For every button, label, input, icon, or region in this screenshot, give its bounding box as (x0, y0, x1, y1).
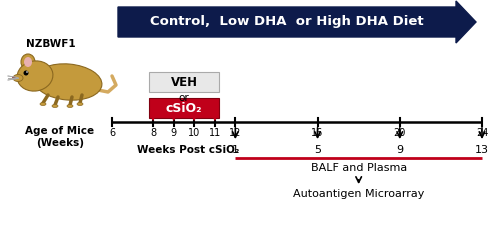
FancyArrow shape (118, 1, 476, 43)
Ellipse shape (17, 61, 53, 91)
Text: Control,  Low DHA  or High DHA Diet: Control, Low DHA or High DHA Diet (150, 16, 424, 29)
Text: 24: 24 (476, 128, 488, 138)
Circle shape (24, 71, 28, 76)
Text: 9: 9 (170, 128, 176, 138)
Text: 9: 9 (396, 145, 404, 155)
Ellipse shape (13, 74, 23, 82)
Text: 13: 13 (475, 145, 489, 155)
Text: BALF and Plasma: BALF and Plasma (310, 163, 407, 173)
Text: cSiO₂: cSiO₂ (166, 102, 202, 114)
Ellipse shape (52, 104, 58, 108)
Bar (149, 98, 219, 118)
Text: 8: 8 (150, 128, 156, 138)
Text: NZBWF1: NZBWF1 (26, 39, 76, 49)
Ellipse shape (34, 64, 102, 100)
Text: Weeks Post cSiO₂: Weeks Post cSiO₂ (137, 145, 240, 155)
Text: VEH: VEH (170, 76, 198, 89)
Ellipse shape (21, 54, 35, 70)
Ellipse shape (40, 102, 46, 106)
Ellipse shape (12, 77, 16, 79)
Text: Autoantigen Microarray: Autoantigen Microarray (293, 189, 424, 199)
Circle shape (26, 71, 28, 73)
Bar (149, 72, 219, 92)
Ellipse shape (24, 57, 32, 67)
Text: 16: 16 (312, 128, 324, 138)
Text: Age of Mice
(Weeks): Age of Mice (Weeks) (26, 126, 94, 148)
Ellipse shape (67, 104, 73, 108)
Text: 10: 10 (188, 128, 200, 138)
Text: 20: 20 (394, 128, 406, 138)
Text: 1: 1 (232, 145, 239, 155)
Text: 11: 11 (208, 128, 221, 138)
Text: 5: 5 (314, 145, 321, 155)
Ellipse shape (77, 102, 83, 106)
Text: 12: 12 (229, 128, 241, 138)
Text: 6: 6 (109, 128, 115, 138)
Text: or: or (178, 93, 190, 103)
